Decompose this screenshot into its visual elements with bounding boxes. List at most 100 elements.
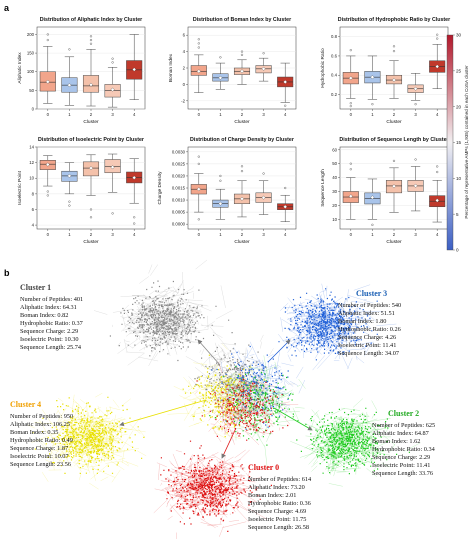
x-axis-label: Cluster bbox=[234, 119, 250, 125]
x-tick-label: 0 bbox=[198, 112, 201, 117]
y-tick-label: 4 bbox=[32, 223, 35, 228]
central-network-cloud bbox=[185, 319, 296, 442]
mean-marker bbox=[261, 195, 266, 200]
chart-title: Distribution of Aliphatic Index by Clust… bbox=[40, 17, 143, 23]
cluster-stat-line: Boman Index: 1.62 bbox=[372, 438, 420, 445]
x-axis-label: Cluster bbox=[234, 239, 250, 245]
cluster-cloud bbox=[93, 259, 233, 367]
cluster-info-cluster3: Cluster 3 Number of Peptides: 540Aliphati… bbox=[338, 289, 401, 357]
y-tick-label: 4 bbox=[183, 49, 186, 54]
boxplot-panel: Distribution of Aliphatic Index by Clust… bbox=[17, 17, 146, 125]
mean-marker bbox=[88, 166, 94, 171]
x-axis-label: Cluster bbox=[83, 239, 99, 245]
x-tick-label: 3 bbox=[111, 232, 114, 237]
x-tick-label: 2 bbox=[393, 232, 396, 237]
outlier-point bbox=[68, 48, 71, 51]
x-tick-label: 3 bbox=[262, 232, 265, 237]
chart-title: Distribution of Charge Density by Cluste… bbox=[190, 137, 294, 143]
x-tick-label: 0 bbox=[198, 232, 201, 237]
colorbar-tick-label: 5 bbox=[456, 212, 459, 217]
cluster-arrow bbox=[197, 339, 221, 366]
y-tick-label: 0.2 bbox=[331, 92, 338, 97]
cluster-cloud bbox=[278, 283, 397, 371]
cluster-nodes bbox=[109, 280, 217, 362]
cluster-stat-line: Boman Index: 2.01 bbox=[248, 492, 296, 499]
chart-title: Distribution of Isoelectric Point by Clu… bbox=[38, 137, 144, 143]
y-tick-label: 8 bbox=[32, 191, 35, 196]
outlier-point bbox=[392, 45, 396, 48]
cluster-edges bbox=[185, 326, 296, 442]
cluster-stat-line: Boman Index: 1.80 bbox=[338, 318, 386, 325]
cluster-stat-line: Aliphatic Index: 64.31 bbox=[20, 304, 77, 311]
mean-marker bbox=[132, 175, 137, 180]
outlier-point bbox=[197, 218, 200, 221]
outlier-point bbox=[240, 50, 244, 53]
y-axis-label: Hydrophobic Ratio bbox=[320, 48, 326, 88]
mean-marker bbox=[391, 184, 397, 189]
cluster-title: Cluster 2 bbox=[388, 409, 419, 418]
mean-marker bbox=[67, 173, 72, 178]
mean-marker bbox=[413, 183, 418, 188]
outlier-point bbox=[219, 174, 222, 178]
y-tick-label: -2 bbox=[181, 98, 185, 103]
cluster-stat-line: Aliphatic Index: 73.20 bbox=[248, 484, 305, 491]
x-axis-label: Cluster bbox=[386, 239, 402, 245]
boxplot-panel: Distribution of Charge Density by Cluste… bbox=[157, 137, 297, 245]
cluster-stat-line: Aliphatic Index: 51.51 bbox=[338, 310, 395, 317]
cluster-stat-line: Number of Peptides: 614 bbox=[248, 476, 312, 483]
y-tick-label: 0.0020 bbox=[172, 173, 186, 178]
colorbar-label: Percentage of representative AMPs (1,935… bbox=[464, 65, 469, 219]
colorbar-tick-label: 15 bbox=[456, 140, 462, 145]
x-axis-label: Cluster bbox=[386, 119, 402, 125]
x-tick-label: 2 bbox=[90, 112, 93, 117]
outlier-point bbox=[89, 216, 93, 219]
central-network-cloud bbox=[195, 361, 299, 445]
outlier-point bbox=[262, 172, 265, 175]
cluster-arrow bbox=[221, 427, 237, 459]
cluster-nodes bbox=[32, 396, 145, 474]
y-tick-label: 0.4 bbox=[331, 73, 338, 78]
colorbar: 30 25 20 15 10 5 0 Percentage of representativ… bbox=[446, 33, 469, 253]
outlier-point bbox=[349, 105, 352, 108]
outlier-point bbox=[240, 170, 244, 173]
y-axis-label: Isoelectric Point bbox=[17, 170, 23, 205]
mean-marker bbox=[218, 75, 223, 80]
mean-marker bbox=[348, 194, 353, 199]
y-tick-label: 0.8 bbox=[331, 34, 338, 39]
x-tick-label: 4 bbox=[436, 232, 439, 237]
cluster-info-cluster4: Cluster 4 Number of Peptides: 950Aliphati… bbox=[10, 400, 73, 468]
y-tick-label: 6 bbox=[183, 33, 186, 38]
outlier-point bbox=[240, 165, 244, 168]
x-tick-label: 0 bbox=[350, 232, 353, 237]
outlier-point bbox=[392, 50, 396, 53]
cluster-cloud bbox=[153, 440, 272, 544]
cluster-stat-line: Number of Peptides: 401 bbox=[20, 296, 83, 303]
outlier-point bbox=[197, 155, 200, 158]
mean-marker bbox=[110, 87, 115, 92]
cluster-stat-line: Sequence Charge: 1.87 bbox=[10, 445, 68, 452]
colorbar-tick-label: 10 bbox=[456, 176, 462, 181]
outlier-point bbox=[349, 49, 352, 52]
cluster-title: Cluster 1 bbox=[20, 283, 51, 292]
cluster-stat-line: Isoelectric Point: 11.41 bbox=[338, 342, 396, 349]
boxplot-panel: Distribution of Boman Index by Cluster -2… bbox=[168, 17, 297, 125]
boxplot-panel: Distribution of Sequence Length by Clust… bbox=[320, 137, 449, 245]
outlier-point bbox=[392, 159, 396, 162]
cluster-stat-line: Hydrophobic Ratio: 0.37 bbox=[20, 320, 83, 327]
panel-a-label: a bbox=[4, 3, 10, 13]
x-tick-label: 2 bbox=[241, 112, 244, 117]
outlier-point bbox=[46, 33, 49, 36]
x-tick-label: 1 bbox=[371, 232, 374, 237]
y-tick-label: 12 bbox=[29, 160, 34, 165]
mean-marker bbox=[283, 204, 288, 209]
cluster-stat-line: Sequence Length: 33.76 bbox=[372, 470, 433, 477]
cluster-title: Cluster 3 bbox=[356, 289, 387, 298]
y-tick-label: 30 bbox=[332, 189, 337, 194]
outlier-point bbox=[284, 186, 287, 190]
mean-marker bbox=[435, 198, 440, 203]
outlier-point bbox=[89, 208, 93, 211]
y-tick-label: 20 bbox=[332, 203, 337, 208]
x-tick-label: 1 bbox=[68, 232, 71, 237]
x-tick-label: 4 bbox=[284, 112, 287, 117]
